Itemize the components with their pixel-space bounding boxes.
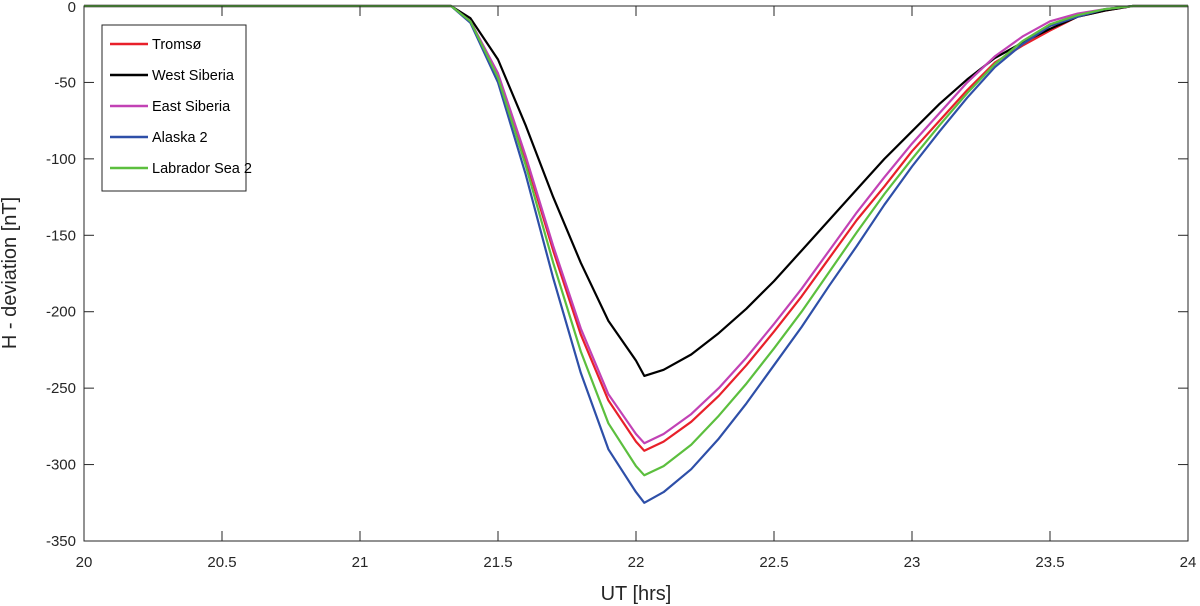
x-tick-label: 22.5 xyxy=(759,554,788,571)
series-line-2 xyxy=(84,4,1188,445)
y-axis-label: H - deviation [nT] xyxy=(0,197,21,349)
series-line-4 xyxy=(84,4,1188,477)
x-tick-label: 21 xyxy=(352,554,369,571)
x-tick-label: 23 xyxy=(904,554,921,571)
x-tick-label: 22 xyxy=(628,554,645,571)
y-tick-label: -100 xyxy=(46,151,76,168)
y-tick-label: -150 xyxy=(46,227,76,244)
x-tick-label: 20 xyxy=(76,554,93,571)
legend-label: Tromsø xyxy=(152,37,202,53)
plot-area xyxy=(84,6,1188,541)
legend-label: Alaska 2 xyxy=(152,130,208,146)
x-tick-label: 24 xyxy=(1180,554,1197,571)
x-axis-label: UT [hrs] xyxy=(601,583,672,605)
legend-label: West Siberia xyxy=(152,68,235,84)
x-tick-label: 20.5 xyxy=(207,554,236,571)
y-tick-label: -350 xyxy=(46,533,76,550)
x-tick-label: 23.5 xyxy=(1035,554,1064,571)
y-tick-label: -250 xyxy=(46,380,76,397)
series-line-0 xyxy=(84,4,1188,452)
legend: Tromsø West Siberia East Siberia Alaska 2 La… xyxy=(101,24,252,192)
x-tick-label: 21.5 xyxy=(483,554,512,571)
y-tick-label: 0 xyxy=(68,0,76,16)
y-tick-label: -200 xyxy=(46,304,76,321)
y-axis: 0 -50 -100 -150 -200 -250 -300 -350 xyxy=(46,0,1188,550)
series-layer xyxy=(84,4,1188,504)
y-tick-label: -50 xyxy=(54,74,76,91)
y-tick-label: -300 xyxy=(46,457,76,474)
x-axis: 20 20.5 21 21.5 22 22.5 23 23.5 24 xyxy=(76,6,1197,571)
legend-label: Labrador Sea 2 xyxy=(152,161,252,177)
series-line-3 xyxy=(84,4,1188,504)
legend-label: East Siberia xyxy=(152,99,231,115)
legend-box xyxy=(101,24,247,192)
